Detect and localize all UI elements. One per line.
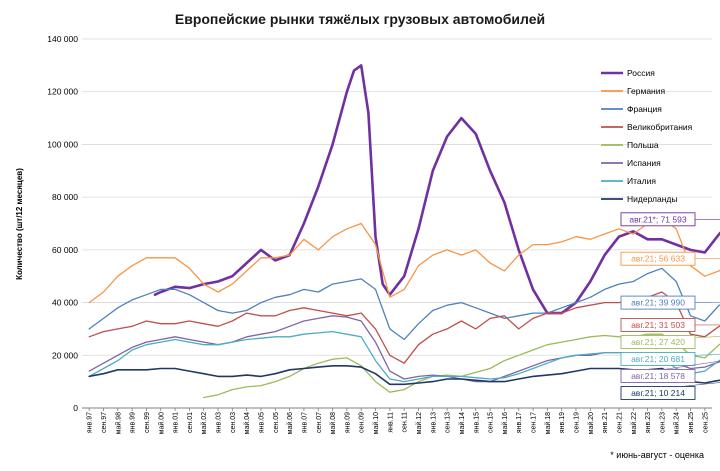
callout-label: авг.21; 56 633 (631, 254, 685, 264)
x-tick-label: май.12 (415, 412, 423, 434)
x-tick-label: май.08 (329, 412, 337, 434)
legend-label: Великобритания (627, 122, 693, 132)
y-tick-label: 100 000 (47, 139, 78, 149)
legend-label: Италия (627, 176, 656, 186)
callouts: авг.21*; 71 593 авг.21; 56 633 авг.21; 39 … (620, 212, 720, 400)
callout-box (620, 295, 696, 310)
x-tick-label: сен.13 (445, 412, 452, 433)
y-tick-label: 40 000 (52, 298, 78, 308)
x-tick-label: май.06 (286, 412, 294, 434)
x-tick-label: янв.01 (173, 412, 180, 433)
legend-label: Нидерланды (627, 194, 677, 204)
callout-label: авг.21*; 71 593 (629, 214, 686, 224)
legend-label: Россия (627, 68, 655, 78)
axes: 0 20 000 40 000 60 000 80 000 100 000 120 000 1… (47, 34, 712, 434)
x-tick-label: май.98 (114, 412, 122, 434)
x-tick-label: май.18 (544, 412, 552, 434)
x-tick-label: май.00 (157, 412, 165, 434)
x-tick-label: янв.15 (473, 412, 480, 433)
y-tick-label: 20 000 (52, 350, 78, 360)
x-tick-label: сен.21 (616, 412, 623, 433)
x-tick-label: май.22 (630, 412, 638, 434)
x-tick-label: янв.13 (430, 412, 437, 433)
series-line (153, 64, 720, 315)
x-tick-label: май.04 (243, 412, 251, 434)
y-axis-label: Количество (шт/12 месяцев) (15, 168, 24, 280)
x-tick-label: сен.99 (144, 412, 151, 433)
x-tick-label: янв.03 (216, 412, 223, 433)
callout-box (620, 352, 696, 366)
legend-label: Испания (627, 158, 661, 168)
legend-label: Польша (627, 140, 659, 150)
callout-label: авг.21; 20 681 (631, 354, 685, 364)
x-tick-label: май.14 (458, 412, 466, 434)
x-tick-label: сен.23 (659, 412, 666, 433)
callout-box (620, 251, 696, 266)
x-tick-label: янв.05 (258, 412, 265, 433)
series-line (203, 333, 720, 399)
x-tick-label: янв.11 (387, 412, 394, 433)
legend-label: Франция (627, 104, 662, 114)
legend-label: Германия (627, 86, 666, 96)
callout-box (620, 369, 696, 383)
chart-title: Европейские рынки тяжёлых грузовых автом… (175, 11, 545, 27)
x-tick-label: янв.09 (344, 412, 351, 433)
legend: Россия Германия Франция Великобритания Польш… (601, 68, 693, 204)
callout-label: авг.21; 39 990 (631, 298, 685, 308)
x-tick-label: сен.03 (230, 412, 237, 433)
x-tick-label: май.02 (200, 412, 208, 434)
x-tick-label: май.10 (372, 412, 380, 434)
x-tick-label: сен.17 (531, 412, 538, 433)
x-tick-label: сен.11 (402, 412, 409, 433)
x-tick-label: янв.97 (87, 412, 94, 433)
x-tick-label: янв.19 (559, 412, 566, 433)
gridlines (82, 38, 712, 356)
callout-box (620, 335, 696, 349)
footnote: * июнь-август - оценка (610, 450, 704, 460)
x-tick-label: сен.07 (316, 412, 323, 433)
callout-box (620, 212, 696, 227)
x-tick-label: сен.15 (488, 412, 495, 433)
x-tick-label: янв.21 (602, 412, 609, 433)
callout-label: авг.21; 10 214 (631, 388, 685, 398)
x-tick-label: янв.07 (301, 412, 308, 433)
x-tick-label: янв.23 (645, 412, 652, 433)
x-tick-label: сен.97 (101, 412, 108, 433)
x-tick-label: сен.05 (273, 412, 280, 433)
callout-box (620, 386, 696, 400)
x-tick-label: май.16 (501, 412, 509, 434)
callout-box (620, 318, 696, 332)
callout-label: авг.21; 31 503 (631, 320, 685, 330)
y-tick-label: 0 (73, 403, 78, 413)
y-tick-label: 80 000 (52, 192, 78, 202)
series-line (88, 217, 720, 304)
x-tick-label: янв.17 (516, 412, 523, 433)
x-tick-label: янв.99 (130, 412, 137, 433)
y-tick-label: 120 000 (47, 87, 78, 97)
x-tick-label: сен.25 (702, 412, 709, 433)
x-tick-label: янв.25 (688, 412, 695, 433)
x-tick-label: май.20 (587, 412, 595, 434)
callout-label: авг.21; 27 420 (631, 337, 685, 347)
x-tick-label: сен.01 (187, 412, 194, 433)
x-tick-label: сен.09 (359, 412, 366, 433)
x-tick-label: сен.19 (573, 412, 580, 433)
series-line (88, 267, 720, 341)
callout-label: авг.21; 18 578 (631, 371, 685, 381)
y-tick-label: 140 000 (47, 34, 78, 44)
y-tick-label: 60 000 (52, 245, 78, 255)
x-tick-label: май.24 (673, 412, 681, 434)
